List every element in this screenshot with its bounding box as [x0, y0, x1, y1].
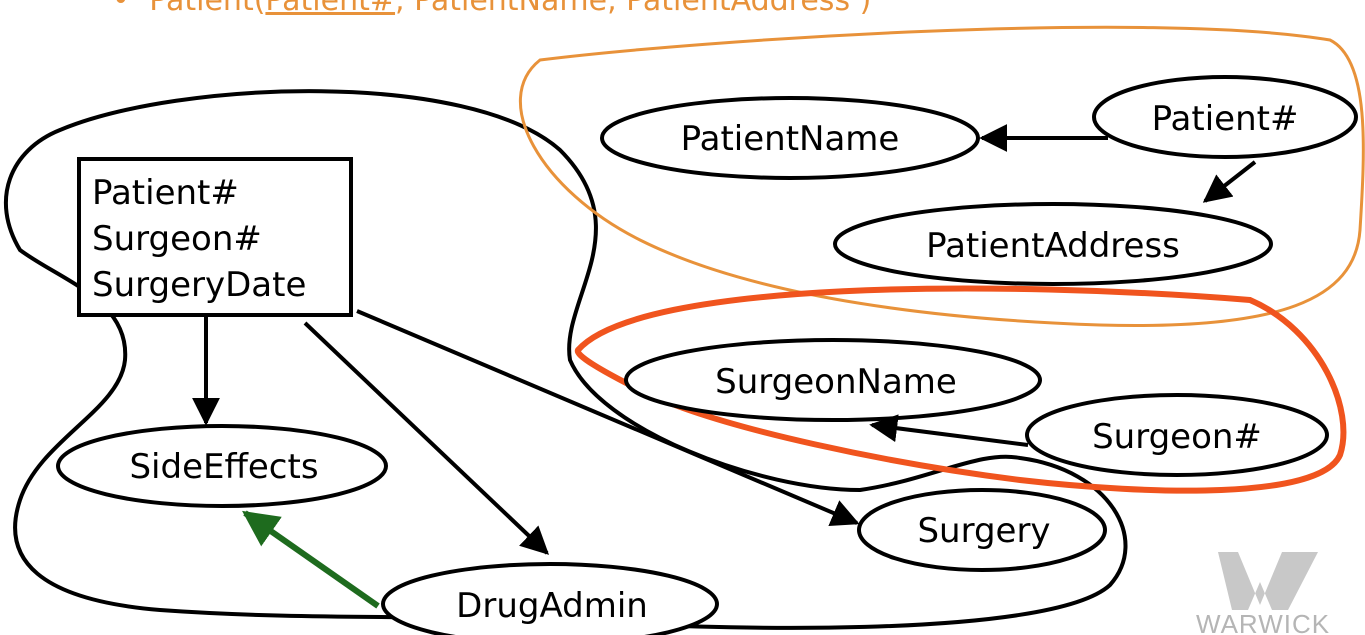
node-surgeon-num: Surgeon#	[1025, 393, 1329, 477]
node-label: SideEffects	[129, 447, 318, 487]
arrow-box-to-surgery	[356, 309, 860, 527]
arrow-drug-admin-to-side-effects	[242, 510, 380, 609]
surgeon-group-outline	[574, 285, 1347, 494]
node-label: Patient#	[1152, 99, 1299, 139]
warwick-logo-mark	[1218, 552, 1318, 610]
composite-key-box: Patient# Surgeon# SurgeryDate	[77, 157, 353, 317]
header-text: • Patient(Patient#, PatientName, Patient…	[112, 0, 871, 18]
box-line-surgery-date: SurgeryDate	[92, 265, 306, 305]
node-label: SurgeonName	[715, 362, 957, 402]
node-label: DrugAdmin	[456, 586, 648, 626]
node-patient-name: PatientName	[600, 96, 980, 180]
node-surgeon-name: SurgeonName	[624, 338, 1042, 422]
node-label: PatientName	[681, 119, 900, 159]
warwick-logo-text: WARWICK	[1196, 609, 1330, 635]
header-relation: Patient(	[149, 0, 265, 18]
warwick-logo: WARWICK	[1196, 552, 1330, 635]
arrow-box-to-drug-admin	[303, 321, 550, 555]
node-patient-address: PatientAddress	[833, 202, 1273, 286]
box-line-patient-num: Patient#	[92, 173, 239, 213]
node-label: PatientAddress	[926, 226, 1180, 266]
patient-group-outline	[519, 25, 1365, 327]
arrow-patient-to-address	[1202, 160, 1257, 203]
header-bullet: •	[112, 0, 130, 18]
header-key: Patient#	[265, 0, 395, 18]
node-drug-admin: DrugAdmin	[381, 562, 719, 635]
arrow-surgeon-to-name	[869, 414, 1029, 447]
node-label: Surgeon#	[1092, 417, 1262, 457]
main-group-outline	[3, 89, 1128, 630]
node-patient-num: Patient#	[1092, 75, 1358, 159]
node-surgery: Surgery	[857, 488, 1107, 572]
node-label: Surgery	[917, 511, 1050, 551]
box-line-surgeon-num: Surgeon#	[92, 219, 262, 259]
node-side-effects: SideEffects	[56, 424, 388, 508]
header-rest: , PatientName, PatientAddress )	[395, 0, 871, 18]
